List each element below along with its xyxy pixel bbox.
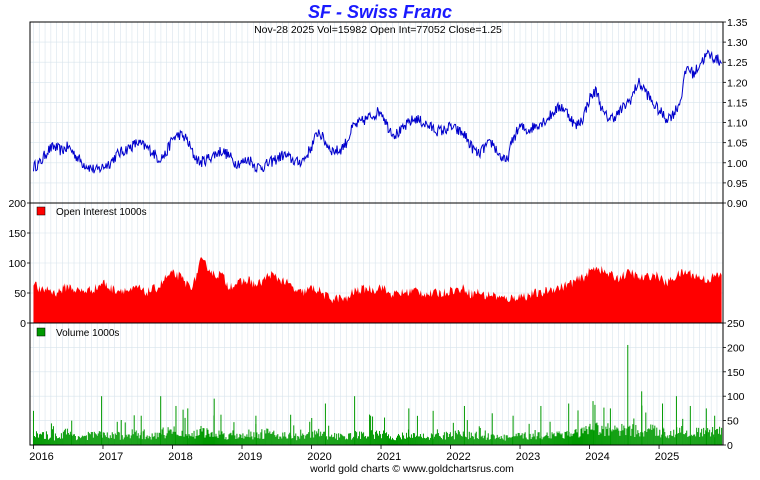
volume-panel [32,344,723,445]
price-y-tick-label: 1.20 [727,77,748,89]
price-y-tick-label: 1.10 [727,118,748,130]
x-tick-label: 2017 [99,451,123,463]
price-y-tick-label: 0.95 [727,178,748,190]
oi-y-tick-label: 0 [20,318,26,330]
x-tick-label: 2022 [446,451,470,463]
vol-y-tick-label: 150 [727,367,745,379]
panel-frames [29,21,724,446]
price-y-tick-label: 1.00 [727,158,748,170]
volume-legend-swatch [36,327,46,337]
oi-legend-label: Open Interest 1000s [56,207,147,218]
stats-line: Nov-28 2025 Vol=15982 Open Int=77052 Clo… [254,24,502,36]
x-tick-label: 2024 [585,451,609,463]
price-y-tick-label: 1.15 [727,97,748,109]
oi-y-tick-label: 150 [8,228,26,240]
price-y-tick-label: 1.25 [727,57,748,69]
axis-labels: 0.90 0.95 1.00 1.05 1.10 1.15 1.20 1.25 1.30 1.35… [8,17,747,463]
x-tick-label: 2019 [238,451,262,463]
x-tick-label: 2016 [29,451,53,463]
vol-panel-frame [29,322,724,446]
vol-y-tick-label: 50 [727,416,739,428]
vol-y-tick-label: 200 [727,342,745,354]
x-tick-label: 2023 [516,451,540,463]
vol-y-tick-label: 0 [727,440,733,452]
oi-legend: Open Interest 1000s [36,206,147,218]
oi-y-tick-label: 200 [8,198,26,210]
chart-title: SF - Swiss Franc [307,2,453,22]
price-y-tick-label: 1.35 [727,17,748,29]
x-tick-label: 2021 [377,451,401,463]
grid-layer [30,21,724,446]
vol-y-tick-label: 250 [727,318,745,330]
oi-y-tick-label: 100 [8,258,26,270]
vol-y-tick-label: 100 [727,391,745,403]
footer-credit: world gold charts © www.goldchartsrus.co… [309,463,514,475]
x-tick-label: 2018 [168,451,192,463]
oi-legend-swatch [36,206,46,216]
price-series-line [33,49,723,174]
open-interest-area [33,257,722,323]
x-tick-label: 2025 [655,451,679,463]
x-tick-label: 2020 [307,451,331,463]
oi-y-tick-label: 50 [14,288,26,300]
price-y-tick-label: 0.90 [727,198,748,210]
price-panel [33,49,723,174]
volume-legend-label: Volume 1000s [56,328,119,339]
price-y-tick-label: 1.05 [727,138,748,150]
volume-legend: Volume 1000s [36,327,119,339]
price-y-tick-label: 1.30 [727,37,748,49]
open-interest-panel [33,257,722,323]
